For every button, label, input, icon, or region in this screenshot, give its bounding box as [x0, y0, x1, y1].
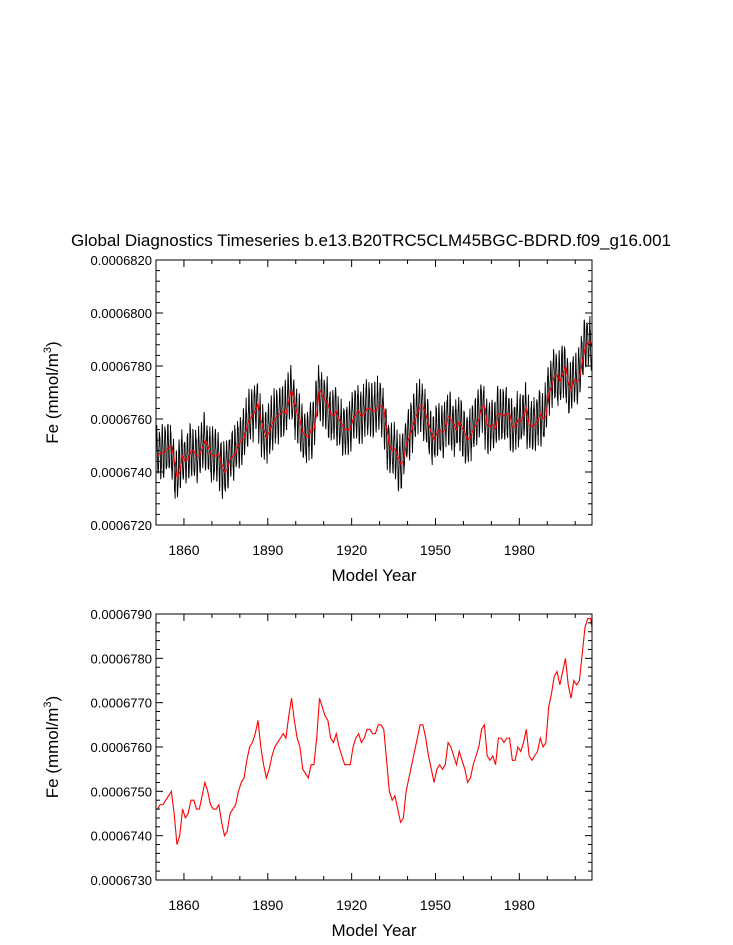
y-tick-label: 0.0006720: [91, 518, 152, 533]
plot-frame: [155, 613, 593, 881]
x-tick-label: 1890: [252, 542, 283, 558]
y-tick-label: 0.0006760: [91, 412, 152, 427]
y-axis-label-tail: ): [43, 696, 62, 702]
y-tick-label: 0.0006780: [91, 359, 152, 374]
x-tick-label: 1950: [420, 897, 451, 913]
y-axis-label-main: Fe (mmol/m: [43, 353, 62, 444]
y-axis-label: Fe (mmol/m3): [42, 341, 62, 443]
y-axis-label-tail: ): [43, 341, 62, 347]
x-axis-label: Model Year: [331, 921, 416, 940]
x-tick-label: 1860: [168, 542, 199, 558]
x-tick-label: 1950: [420, 542, 451, 558]
plot-area: [156, 316, 592, 499]
panel-top: 1860 1890 1920 1950 1980 0.0006720 0.0006740 0.…: [42, 253, 593, 585]
y-tick-label: 0.0006790: [91, 607, 152, 622]
y-tick-label: 0.0006760: [91, 740, 152, 755]
y-axis-label-superscript: 3: [42, 701, 54, 707]
y-tick-label: 0.0006730: [91, 873, 152, 888]
y-axis-label-main: Fe (mmol/m: [43, 708, 62, 799]
x-tick-label: 1980: [504, 897, 535, 913]
y-tick-label: 0.0006750: [91, 784, 152, 799]
y-tick-label: 0.0006770: [91, 696, 152, 711]
y-tick-label: 0.0006820: [91, 253, 152, 268]
x-tick-label: 1920: [336, 542, 367, 558]
plot-area: [156, 617, 592, 845]
x-tick-label: 1860: [168, 897, 199, 913]
y-axis-label: Fe (mmol/m3): [42, 696, 62, 798]
x-axis-label: Model Year: [331, 566, 416, 585]
series-line-monthly: [156, 316, 592, 499]
plot-frame: [155, 259, 593, 526]
series-line-annual-mean: [156, 617, 592, 845]
x-tick-label: 1980: [504, 542, 535, 558]
series-line-annual-mean: [157, 341, 592, 480]
y-tick-label: 0.0006780: [91, 651, 152, 666]
figure-title: Global Diagnostics Timeseries b.e13.B20T…: [71, 231, 671, 250]
x-tick-label: 1920: [336, 897, 367, 913]
x-tick-label: 1890: [252, 897, 283, 913]
panel-bottom: 1860 1890 1920 1950 1980 0.0006730 0.0006740 0.…: [42, 607, 593, 940]
y-axis-label-superscript: 3: [42, 347, 54, 353]
y-tick-label: 0.0006740: [91, 829, 152, 844]
y-tick-label: 0.0006740: [91, 465, 152, 480]
y-tick-label: 0.0006800: [91, 306, 152, 321]
